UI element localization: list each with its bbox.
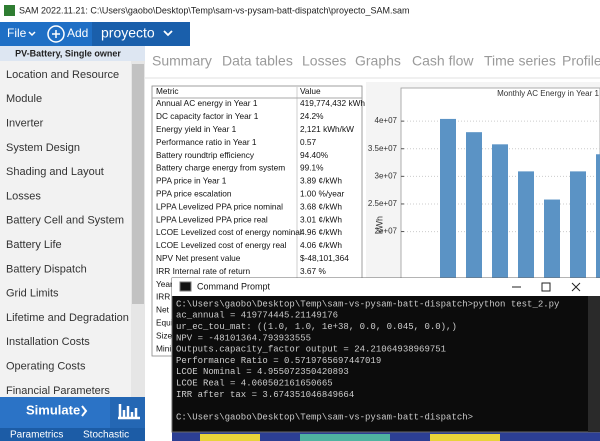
y-tick-label: 2e+07 [375, 227, 398, 236]
metric-value: 3.67 % [300, 266, 326, 276]
sidebar-item[interactable]: Location and Resource [6, 69, 119, 81]
tab[interactable]: Data tables [222, 53, 293, 69]
stochastic-button[interactable]: Stochastic [83, 430, 129, 441]
console-scrollbar [588, 296, 600, 432]
metric-name: LPPA Levelized PPA price real [156, 214, 268, 224]
tab[interactable]: Graphs [355, 53, 401, 69]
metric-value: 2,121 kWh/kW [300, 124, 354, 134]
parametrics-button[interactable]: Parametrics [10, 430, 63, 441]
metric-name: Battery roundtrip efficiency [156, 150, 255, 160]
window-title: SAM 2022.11.21: C:\Users\gaobo\Desktop\T… [19, 5, 410, 15]
metric-name: PPA price in Year 1 [156, 176, 227, 186]
metric-name: PPA price escalation [156, 188, 232, 198]
metric-name: Battery charge energy from system [156, 163, 285, 173]
console-line: IRR after tax = 3.674351046849664 [176, 390, 354, 400]
sidebar-header: PV-Battery, Single owner [15, 48, 121, 58]
tab[interactable]: Cash flow [412, 53, 474, 69]
sidebar-item[interactable]: Battery Cell and System [6, 215, 124, 227]
console-line: NPV = -48101364.793933555 [176, 333, 311, 343]
metric-name: Annual AC energy in Year 1 [156, 98, 258, 108]
metric-name: LCOE Levelized cost of energy nominal [156, 227, 302, 237]
metric-name: DC capacity factor in Year 1 [156, 111, 259, 121]
console-title: Command Prompt [197, 281, 271, 291]
console-line: ur_ec_tou_mat: ((1.0, 1.0, 1e+38, 0.0, 0… [176, 322, 457, 332]
tab[interactable]: Losses [302, 53, 346, 69]
console-icon [180, 282, 191, 291]
metric-name: LCOE Levelized cost of energy real [156, 240, 287, 250]
sidebar-item[interactable]: Operating Costs [6, 361, 86, 373]
tab[interactable]: Profile [562, 53, 600, 69]
console-line: C:\Users\gaobo\Desktop\Temp\sam-vs-pysam… [176, 412, 473, 422]
app-icon [4, 5, 15, 16]
sidebar-item[interactable]: Shading and Layout [6, 166, 104, 178]
file-menu[interactable]: File [7, 26, 27, 40]
case-name[interactable]: proyecto [101, 25, 155, 41]
heatmap-patch [430, 434, 500, 441]
metric-value: 4.06 ¢/kWh [300, 240, 342, 250]
sidebar-item[interactable]: Lifetime and Degradation [6, 312, 129, 324]
console-line: LCOE Nominal = 4.955072350420893 [176, 367, 349, 377]
console-line: ac_annual = 419774445.21149176 [176, 311, 338, 321]
metric-name: LPPA Levelized PPA price nominal [156, 201, 283, 211]
sidebar-item[interactable]: Inverter [6, 118, 44, 130]
sidebar-item[interactable]: Module [6, 93, 42, 105]
metric-value: 4.96 ¢/kWh [300, 227, 342, 237]
sidebar-item[interactable]: Installation Costs [6, 336, 90, 348]
metric-name: NPV Net present value [156, 253, 241, 263]
sidebar-item[interactable]: Financial Parameters [6, 385, 110, 397]
metric-value: $-48,101,364 [300, 253, 349, 263]
metric-value: 3.89 ¢/kWh [300, 176, 342, 186]
sidebar-item[interactable]: Battery Life [6, 239, 62, 251]
tab[interactable]: Summary [152, 53, 212, 69]
console-line: C:\Users\gaobo\Desktop\Temp\sam-vs-pysam… [176, 299, 560, 309]
metric-value: 3.68 ¢/kWh [300, 201, 342, 211]
metric-value: 1.00 %/year [300, 188, 345, 198]
heatmap-patch [300, 434, 390, 441]
metric-value: 94.40% [300, 150, 329, 160]
metric-value: 99.1% [300, 163, 324, 173]
sidebar-item[interactable]: Losses [6, 190, 41, 202]
sidebar-item[interactable]: Battery Dispatch [6, 263, 87, 275]
metric-value: 419,774,432 kWh [300, 98, 365, 108]
y-tick-label: 2.5e+07 [368, 199, 398, 208]
y-tick-label: 4e+07 [375, 116, 398, 125]
metric-name: IRR Internal rate of return [156, 266, 250, 276]
console-line: Outputs.capacity_factor output = 24.2106… [176, 345, 446, 355]
y-tick-label: 3.5e+07 [368, 144, 398, 153]
console-line: LCOE Real = 4.060502161650665 [176, 378, 333, 388]
y-tick-label: 3e+07 [375, 171, 398, 180]
metric-name: Performance ratio in Year 1 [156, 137, 257, 147]
table-header: Value [300, 86, 321, 96]
metric-name: Energy yield in Year 1 [156, 124, 237, 134]
add-button[interactable]: Add [67, 26, 88, 40]
simulate-label[interactable]: Simulate [26, 402, 80, 417]
metric-value: 0.57 [300, 137, 317, 147]
sidebar-item[interactable]: System Design [6, 142, 80, 154]
console-line: Performance Ratio = 0.5719765697447019 [176, 356, 381, 366]
scrollbar-thumb[interactable] [132, 64, 144, 304]
metric-value: 3.01 ¢/kWh [300, 214, 342, 224]
sidebar-item[interactable]: Grid Limits [6, 288, 59, 300]
chart-title: Monthly AC Energy in Year 1 [497, 89, 599, 98]
table-header: Metric [156, 86, 179, 96]
tab[interactable]: Time series [484, 53, 556, 69]
metric-value: 24.2% [300, 111, 324, 121]
heatmap-patch [200, 434, 260, 441]
